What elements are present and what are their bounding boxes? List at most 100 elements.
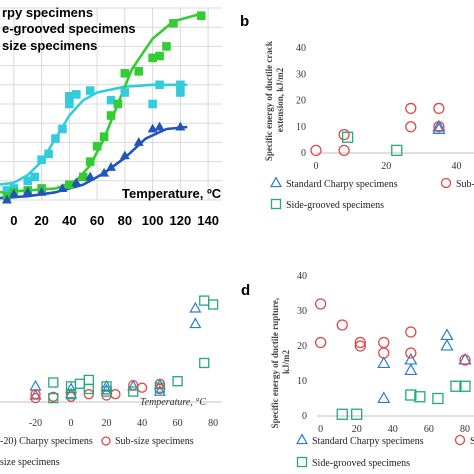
panel-b-y-tick-label: 20 (296, 96, 306, 107)
panel-d-point-s2 (405, 326, 417, 338)
panel-a-point-s1 (155, 80, 164, 90)
panel-a-legend-entry-1: rpy specimens (2, 5, 93, 20)
panel-b-point-s2 (405, 121, 417, 133)
panel-a-point-s3 (133, 137, 144, 146)
panel-a-x-tick-label: 60 (90, 213, 104, 228)
panel-c-point-s1 (153, 385, 166, 396)
panel-a-point-s3 (1, 194, 12, 204)
panel-a-point-s3 (175, 121, 186, 131)
panel-b-point-s2 (433, 121, 445, 133)
panel-b-point-s2 (405, 102, 417, 115)
panel-c-legend-marker-2 (101, 436, 111, 446)
panel-c-point-s3 (83, 383, 94, 395)
panel-b-legend-marker-2 (440, 177, 452, 189)
panel-a-legend-entry-2: e-grooved specimens (2, 21, 136, 36)
panel-b-point-s2 (338, 128, 350, 141)
panel-d-label: d (241, 282, 250, 299)
panel-d-point-s2 (405, 347, 417, 359)
panel-c-point-s3 (74, 378, 86, 389)
panel-d-legend-marker-3 (296, 456, 308, 468)
panel-b-y-tick-label: 40 (296, 43, 306, 54)
panel-c-point-s2 (30, 392, 41, 404)
panel-a-point-s2 (162, 42, 171, 51)
panel-d-point-s2 (354, 340, 366, 352)
panel-a-point-s1 (37, 155, 46, 164)
panel-a-point-s3 (154, 121, 165, 131)
panel-c-x-tick-label: 20 (102, 418, 112, 429)
panel-b-legend-label-3: Side-grooved specimens (286, 200, 384, 211)
panel-a-x-tick-label: 120 (170, 213, 192, 228)
panel-a-x-tick-label: 0 (10, 213, 17, 228)
panel-d-point-s1 (458, 352, 472, 365)
panel-c-point-s3 (199, 295, 210, 306)
panel-c-point-s1 (100, 379, 113, 391)
panel-c-point-s1 (189, 301, 202, 313)
panel-c-point-s3 (48, 392, 59, 404)
panel-a-point-s1 (176, 80, 185, 90)
panel-a-point-s2 (155, 51, 164, 61)
panel-a-x-tick-label: 80 (118, 213, 132, 228)
panel-b-label: b (240, 13, 249, 30)
panel-d-point-s3 (351, 408, 363, 420)
panel-c-point-s3 (154, 382, 165, 393)
panel-a-point-s1 (148, 99, 157, 109)
panel-b-point-s1 (432, 119, 446, 132)
panel-a-point-s3 (85, 171, 96, 181)
panel-c-point-s1 (189, 317, 202, 329)
panel-d-point-s3 (450, 380, 462, 392)
panel-a-point-s2 (85, 157, 95, 166)
panel-c-point-s2 (30, 389, 41, 400)
panel-d-point-s3 (459, 380, 471, 392)
panel-c-x-tick-label: 60 (173, 418, 183, 429)
panel-d-point-s1 (404, 363, 418, 376)
panel-d-point-s3 (414, 391, 426, 403)
panel-b-legend-marker-1 (269, 176, 283, 188)
panel-d-point-s1 (377, 391, 391, 404)
panel-a-x-tick-label: 100 (142, 213, 164, 228)
panel-c-x-tick-label: 80 (208, 418, 218, 429)
panel-d-point-s2 (378, 336, 390, 349)
panel-a-point-s2 (92, 141, 102, 151)
panel-a-curve-1 (0, 83, 188, 186)
panel-c-x-tick-label: -20 (29, 418, 42, 429)
panel-a-x-tick-label: 140 (197, 213, 219, 228)
panel-d-y-tick-label: 40 (297, 271, 307, 282)
panel-c-legend-label-2: Sub-size specimens (115, 436, 194, 447)
panel-b-point-s3 (341, 131, 354, 143)
panel-a-point-s3 (71, 177, 82, 187)
panel-c-point-s1 (100, 383, 113, 395)
panel-b-ylabel: Specific energy of ductile crack extensi… (264, 39, 285, 161)
panel-d-x-tick-label: 40 (388, 424, 398, 435)
panel-d-x-tick-label: 0 (318, 424, 323, 435)
panel-c-point-s3 (101, 381, 112, 392)
panel-b-y-tick-label: 0 (301, 148, 306, 159)
panel-b-point-s2 (338, 144, 350, 157)
panel-a-point-s3 (57, 183, 68, 192)
panel-b-x-tick-label: 20 (381, 161, 391, 172)
panel-b-legend-label-2: Sub- (456, 179, 474, 190)
panel-b-x-tick-label: 0 (314, 161, 319, 172)
panel-a-point-s1 (58, 124, 67, 134)
panel-a-point-s2 (106, 111, 116, 120)
panel-d-chart: d Specific energy of ductile rupture, kJ… (241, 271, 474, 469)
panel-a-point-s1 (85, 86, 95, 95)
panel-a-point-s1 (65, 99, 74, 109)
panel-d-point-s3 (336, 408, 348, 420)
panel-a-point-s1 (44, 149, 53, 159)
panel-b-point-s2 (310, 144, 322, 157)
panel-d-x-tick-label: 80 (460, 424, 470, 435)
panel-a-xlabel: Temperature, ºC (122, 186, 222, 201)
panel-d-point-s3 (432, 392, 444, 405)
panel-d-legend-marker-1 (295, 433, 309, 445)
panel-c-point-s2 (83, 389, 94, 400)
panel-b-legend-label-1: Standard Charpy specimens (286, 179, 398, 190)
panel-d-x-tick-label: 60 (424, 424, 434, 435)
panel-d-point-s1 (377, 356, 391, 369)
panel-d-point-s2 (314, 298, 327, 310)
panel-a-point-s1 (120, 88, 130, 97)
panel-c-chart: -20 0 20 40 60 80 Temperature, °C -20) Charpy… (0, 295, 222, 468)
panel-d-x-tick-label: 20 (352, 424, 362, 435)
panel-a-point-s3 (36, 186, 47, 196)
panel-c-legend-label-3: size specimens (0, 457, 60, 468)
